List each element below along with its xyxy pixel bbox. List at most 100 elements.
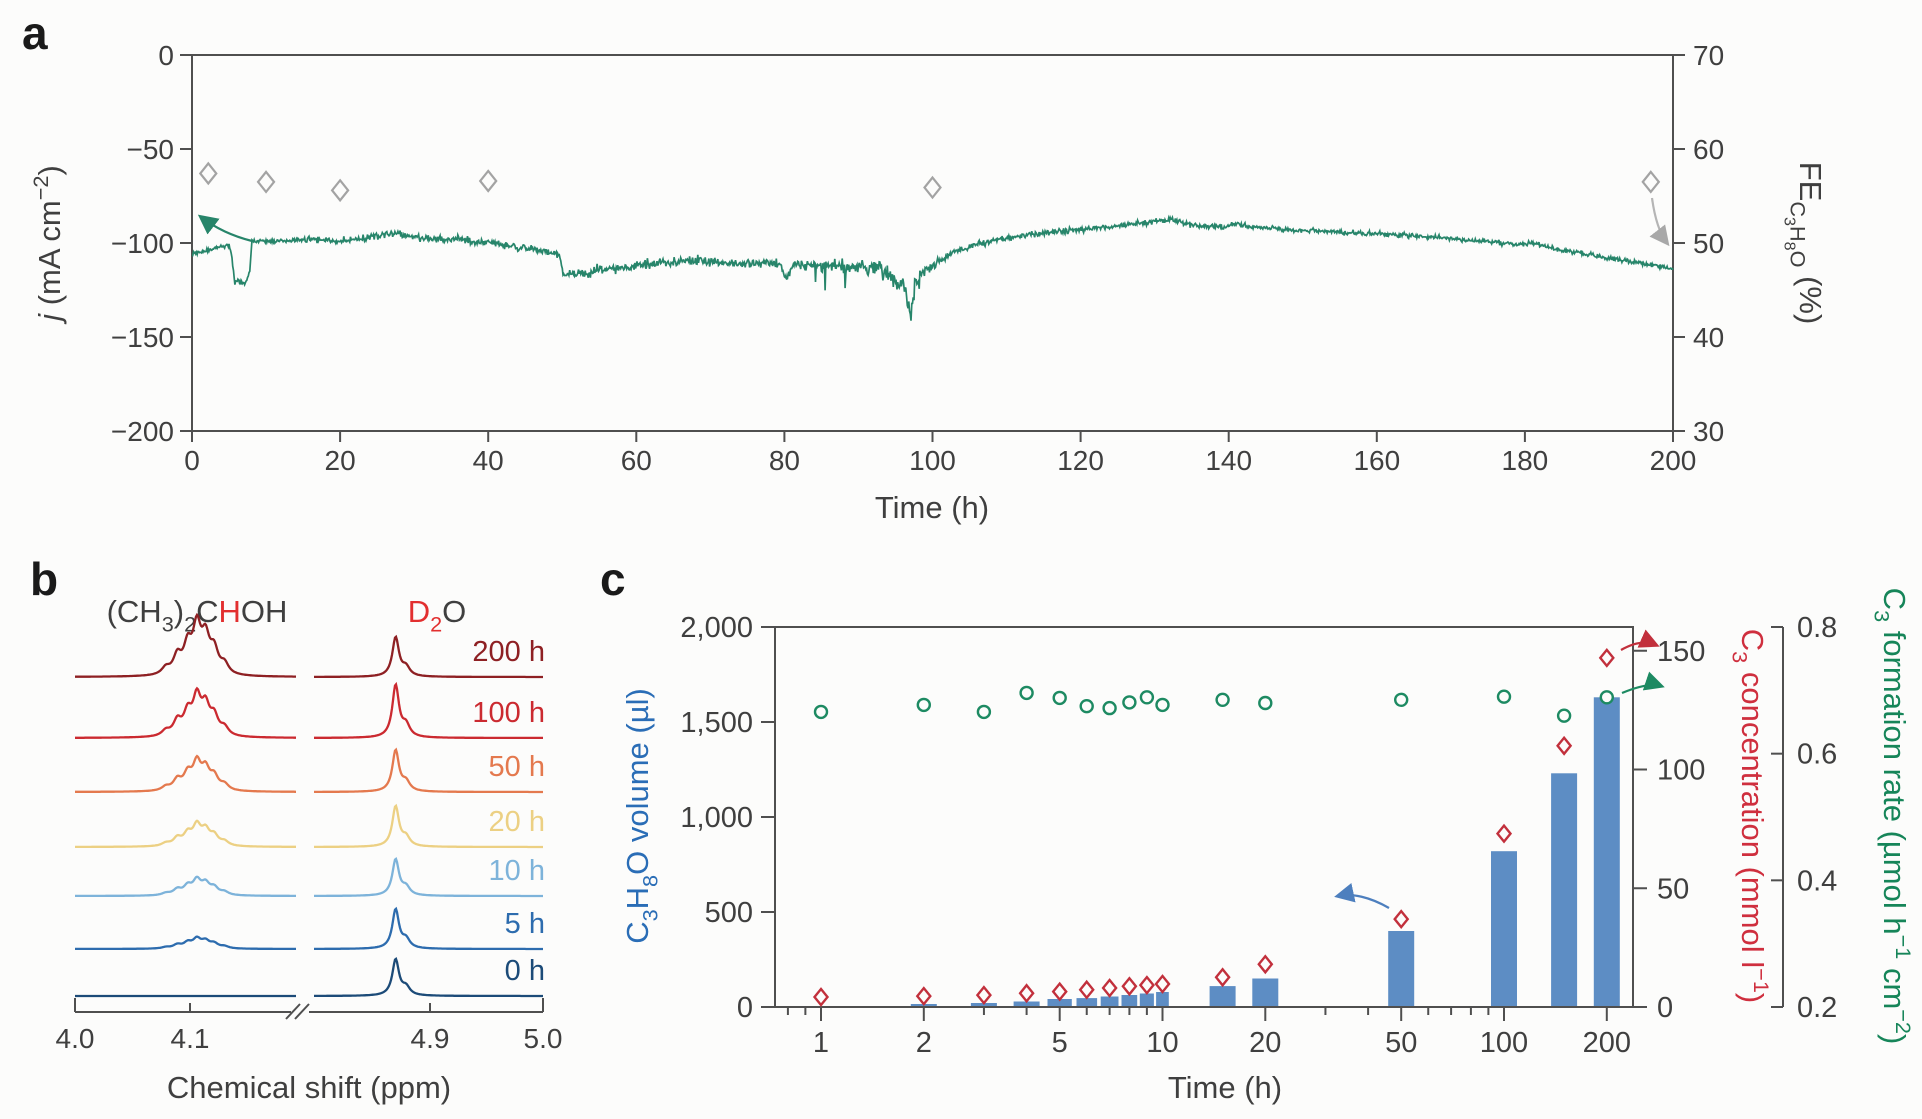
volume-bar [1047, 999, 1072, 1006]
panel-b-plot: 4.0 4.1 4.9 5.0 Chemical shift (ppm) (CH3)2CH… [56, 594, 563, 1105]
rate-circle [1052, 690, 1067, 706]
fe-diamond [478, 169, 498, 193]
nmr-trace-5h: 5 h [75, 906, 545, 951]
rate-circle [1155, 697, 1170, 713]
fe-diamond [923, 175, 942, 200]
y-right1-tick-label: 150 [1657, 636, 1705, 668]
rate-circle [1139, 690, 1155, 705]
x-tick-label: 140 [1205, 445, 1252, 476]
nmr-d2o-curve [314, 956, 543, 998]
rate-circle [1556, 708, 1572, 723]
y-left-tick-label: 500 [705, 897, 753, 929]
x-axis-title: Chemical shift (ppm) [167, 1070, 451, 1105]
y-left-axis-title: C3H8O volume (µl) [620, 688, 662, 944]
nmr-multiplet-curve [75, 612, 296, 678]
x-tick-label: 40 [473, 445, 504, 476]
y-left-axis-title: j (mA cm−2) [28, 165, 67, 325]
volume-bar [1593, 697, 1620, 1006]
y-right2-tick-label: 0.6 [1797, 739, 1837, 771]
y-right2-axis-title: C3 formation rate (µmol h−1 cm−2) [1870, 588, 1916, 1045]
nmr-trace-0h: 0 h [75, 955, 545, 998]
fe-diamond [198, 161, 218, 186]
panel-a-axes: 0 20 40 60 80 100 120 140 160 180 200 0 −50 −100 −150 −… [111, 40, 1724, 476]
concentration-diamond [1214, 967, 1231, 988]
volume-bar [1156, 992, 1169, 1006]
nmr-d2o-curve [314, 681, 543, 740]
y-right-tick-label: 70 [1693, 40, 1724, 71]
y-left-tick-label: 1,000 [680, 802, 753, 834]
trace-time-label: 0 h [505, 955, 545, 987]
nmr-d2o-curve [314, 856, 543, 898]
trace-time-label: 100 h [472, 697, 545, 729]
y-right1-tick-label: 0 [1657, 992, 1673, 1024]
y-right-tick-label: 30 [1693, 416, 1724, 447]
y-right2-tick-label: 0.8 [1797, 612, 1837, 644]
rate-circle [1215, 692, 1230, 707]
nmr-multiplet-curve [75, 875, 296, 898]
annotation-arrow [197, 214, 253, 243]
concentration-diamond [1154, 974, 1171, 994]
x-tick-label: 120 [1057, 445, 1104, 476]
x-tick-label: 2 [916, 1027, 932, 1059]
x-tick-label: 200 [1650, 445, 1697, 476]
volume-bar [1252, 978, 1279, 1006]
x-tick-label: 5 [1052, 1027, 1068, 1059]
x-tick-label: 20 [325, 445, 356, 476]
x-tick-label: 4.1 [171, 1023, 210, 1054]
nmr-multiplet-curve [75, 935, 296, 951]
concentration-diamond [1393, 909, 1410, 930]
x-tick-label: 80 [769, 445, 800, 476]
rate-circle [1496, 689, 1512, 704]
nmr-trace-200h: 200 h [75, 612, 545, 679]
y-right-axis-title: FEC3H8O (%) [1781, 162, 1829, 325]
x-tick-label: 160 [1353, 445, 1400, 476]
y-left-tick-label: 0 [737, 992, 753, 1024]
concentration-diamond [1598, 647, 1615, 668]
x-tick-label: 4.9 [411, 1023, 450, 1054]
x-tick-label: 100 [909, 445, 956, 476]
y-left-tick-label: 2,000 [680, 612, 753, 644]
nmr-trace-20h: 20 h [75, 803, 545, 849]
nmr-d2o-curve [314, 906, 543, 951]
rate-circle [1122, 695, 1137, 710]
rate-circle [1079, 699, 1094, 714]
nmr-trace-10h: 10 h [75, 855, 545, 898]
trace-time-label: 5 h [505, 908, 545, 940]
y-left-tick-label: 1,500 [680, 707, 753, 739]
concentration-diamonds [812, 647, 1615, 1007]
panel-c-axes: 1 2 5 10 20 50 100 2002,0001,5001,0005000150100… [680, 612, 1837, 1059]
concentration-diamond [975, 985, 992, 1006]
trace-time-label: 50 h [489, 751, 545, 783]
concentration-diamond [1556, 735, 1573, 756]
concentration-diamond [1018, 983, 1035, 1004]
y-left-tick-label: −50 [127, 134, 175, 165]
volume-bar [1139, 993, 1154, 1006]
concentration-diamond [1138, 975, 1155, 996]
y-right2-tick-label: 0.4 [1797, 865, 1837, 897]
y-left-tick-label: −100 [111, 228, 174, 259]
nmr-multiplet-curve [75, 819, 296, 849]
x-tick-label: 180 [1502, 445, 1549, 476]
panel-a-frame [191, 54, 1674, 432]
x-tick-label: 200 [1583, 1027, 1631, 1059]
d2o-annotation: D2O [408, 594, 467, 636]
panel-b-label: b [30, 553, 59, 605]
y-right1-axis-title: C3 concentration (mmol l−1) [1728, 629, 1774, 1003]
y-right-tick-label: 40 [1693, 322, 1724, 353]
nmr-trace-100h: 100 h [75, 681, 545, 740]
trace-time-label: 200 h [472, 636, 545, 668]
nmr-d2o-curve [314, 803, 543, 849]
annotation-arrow [1621, 671, 1665, 695]
annotation-arrow [1649, 197, 1670, 247]
x-tick-label: 0 [184, 445, 200, 476]
rate-circle [813, 704, 829, 720]
current-density-trace [191, 214, 1674, 321]
fe-diamonds [198, 161, 1661, 203]
nmr-multiplet-curve [75, 754, 296, 793]
annotation-arrow [1334, 883, 1390, 909]
y-right1-tick-label: 50 [1657, 873, 1689, 905]
rate-circle [1019, 685, 1034, 701]
trace-time-label: 20 h [489, 806, 545, 838]
isopropanol-annotation: (CH3)2CHOH [107, 594, 288, 636]
